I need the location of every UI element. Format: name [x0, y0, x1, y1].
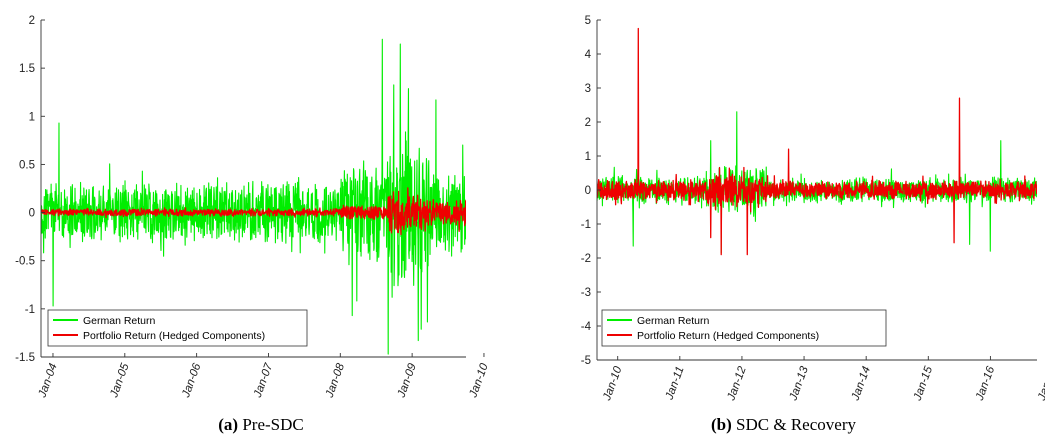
y-tick-label: 0 [29, 208, 35, 220]
y-tick-label: 1 [29, 111, 35, 123]
x-tick-label: Jan-04 [36, 362, 60, 400]
legend-label: German Return [83, 315, 156, 327]
y-tick-label: 0 [585, 185, 591, 197]
legend-box [601, 309, 887, 347]
y-tick-label: 2 [29, 15, 35, 27]
x-tick-label: Jan-06 [180, 361, 204, 400]
legend-box [47, 309, 308, 347]
y-tick-label: -4 [581, 321, 592, 333]
y-tick-label: 5 [585, 15, 591, 27]
x-tick-label: Jan-13 [787, 364, 811, 403]
y-tick-label: -1 [25, 304, 35, 316]
y-tick-label: -0.5 [15, 256, 35, 268]
x-tick-label: Jan-10 [467, 361, 491, 400]
y-tick-label: -5 [581, 355, 591, 367]
x-tick-label: Jan-17 [1036, 364, 1045, 403]
plot-lines [41, 38, 466, 355]
caption-b: (b) SDC & Recovery [522, 415, 1045, 435]
x-tick-label: Jan-09 [395, 361, 419, 400]
y-tick-label: 1.5 [19, 63, 35, 75]
y-tick-label: 4 [585, 49, 592, 61]
chart-panel-a: -1.5 -1 -0.5 0 0.5 1 1.5 2 Jan-04 Jan-05 Jan-06 Jan… [0, 0, 522, 445]
legend: German Return Portfolio Return (Hedged Co… [601, 309, 887, 347]
x-tick-label: Jan-14 [849, 365, 873, 403]
y-tick-label: -1 [581, 219, 591, 231]
x-tick-label: Jan-07 [252, 361, 276, 400]
chart-a-svg: -1.5 -1 -0.5 0 0.5 1 1.5 2 Jan-04 Jan-05 Jan-06 Jan… [15, 15, 491, 400]
caption-a-label: (a) [218, 415, 239, 434]
y-tick-label: 1 [585, 151, 591, 163]
chart-panel-b: -5 -4 -3 -2 -1 0 1 2 3 4 5 Jan-10 Jan-11 Jan-12 Jan-13… [522, 0, 1045, 445]
caption-a: (a) Pre-SDC [0, 415, 522, 435]
y-tick-label: -1.5 [15, 352, 35, 364]
x-tick-label: Jan-08 [323, 361, 347, 400]
y-tick-label: 0.5 [19, 159, 35, 171]
legend: German Return Portfolio Return (Hedged Co… [47, 309, 308, 347]
x-tick-label: Jan-11 [663, 365, 686, 402]
plot-lines [597, 27, 1037, 256]
x-tick-label: Jan-05 [108, 361, 132, 400]
series-line-portfolio-return [41, 187, 466, 236]
caption-b-label: (b) [711, 415, 732, 434]
series-line-portfolio-return [597, 27, 1037, 256]
legend-label: Portfolio Return (Hedged Components) [637, 330, 819, 342]
chart-b-svg: -5 -4 -3 -2 -1 0 1 2 3 4 5 Jan-10 Jan-11 Jan-12 Jan-13… [581, 15, 1045, 403]
y-tick-label: -2 [581, 253, 591, 265]
legend-label: Portfolio Return (Hedged Components) [83, 330, 265, 342]
y-tick-label: 2 [585, 117, 591, 129]
caption-b-text: SDC & Recovery [736, 415, 856, 434]
series-line-german-return [41, 38, 466, 355]
caption-a-text: Pre-SDC [242, 415, 304, 434]
x-tick-label: Jan-16 [974, 364, 998, 403]
x-tick-label: Jan-12 [725, 364, 749, 403]
x-tick-label: Jan-10 [601, 364, 625, 403]
x-tick-label: Jan-15 [911, 364, 935, 403]
y-tick-label: -3 [581, 287, 591, 299]
y-tick-label: 3 [585, 83, 591, 95]
legend-label: German Return [637, 315, 710, 327]
